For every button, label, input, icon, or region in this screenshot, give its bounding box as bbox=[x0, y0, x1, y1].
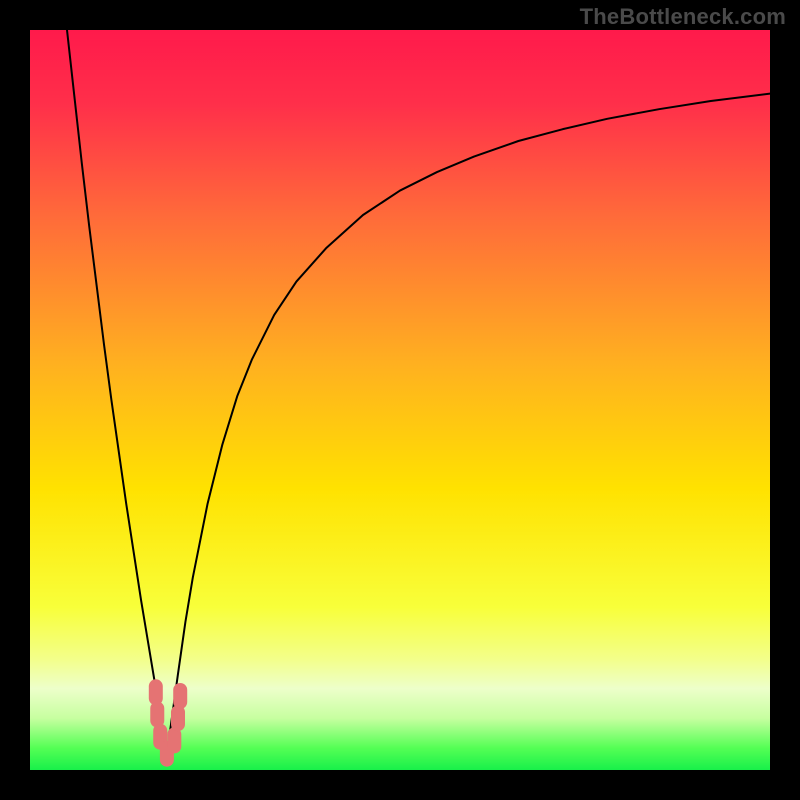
gradient-background bbox=[30, 30, 770, 770]
watermark-text: TheBottleneck.com bbox=[580, 4, 786, 30]
data-marker bbox=[173, 683, 187, 709]
chart-frame: TheBottleneck.com bbox=[0, 0, 800, 800]
data-marker bbox=[149, 679, 163, 705]
data-marker bbox=[171, 705, 185, 731]
data-marker bbox=[150, 702, 164, 728]
bottleneck-chart bbox=[30, 30, 770, 770]
data-marker bbox=[167, 727, 181, 753]
plot-area bbox=[30, 30, 770, 770]
